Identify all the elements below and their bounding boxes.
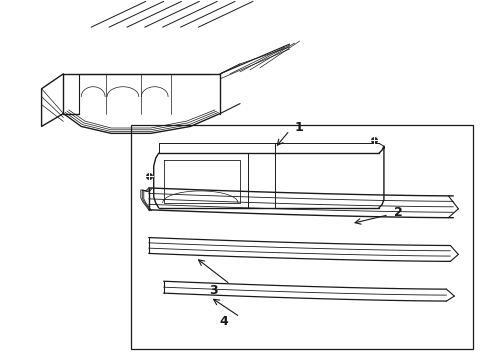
Text: 4: 4	[220, 315, 228, 328]
Text: 1: 1	[294, 121, 303, 134]
Bar	[131, 125, 473, 349]
Text: 3: 3	[210, 284, 218, 297]
Text: 2: 2	[394, 206, 403, 219]
